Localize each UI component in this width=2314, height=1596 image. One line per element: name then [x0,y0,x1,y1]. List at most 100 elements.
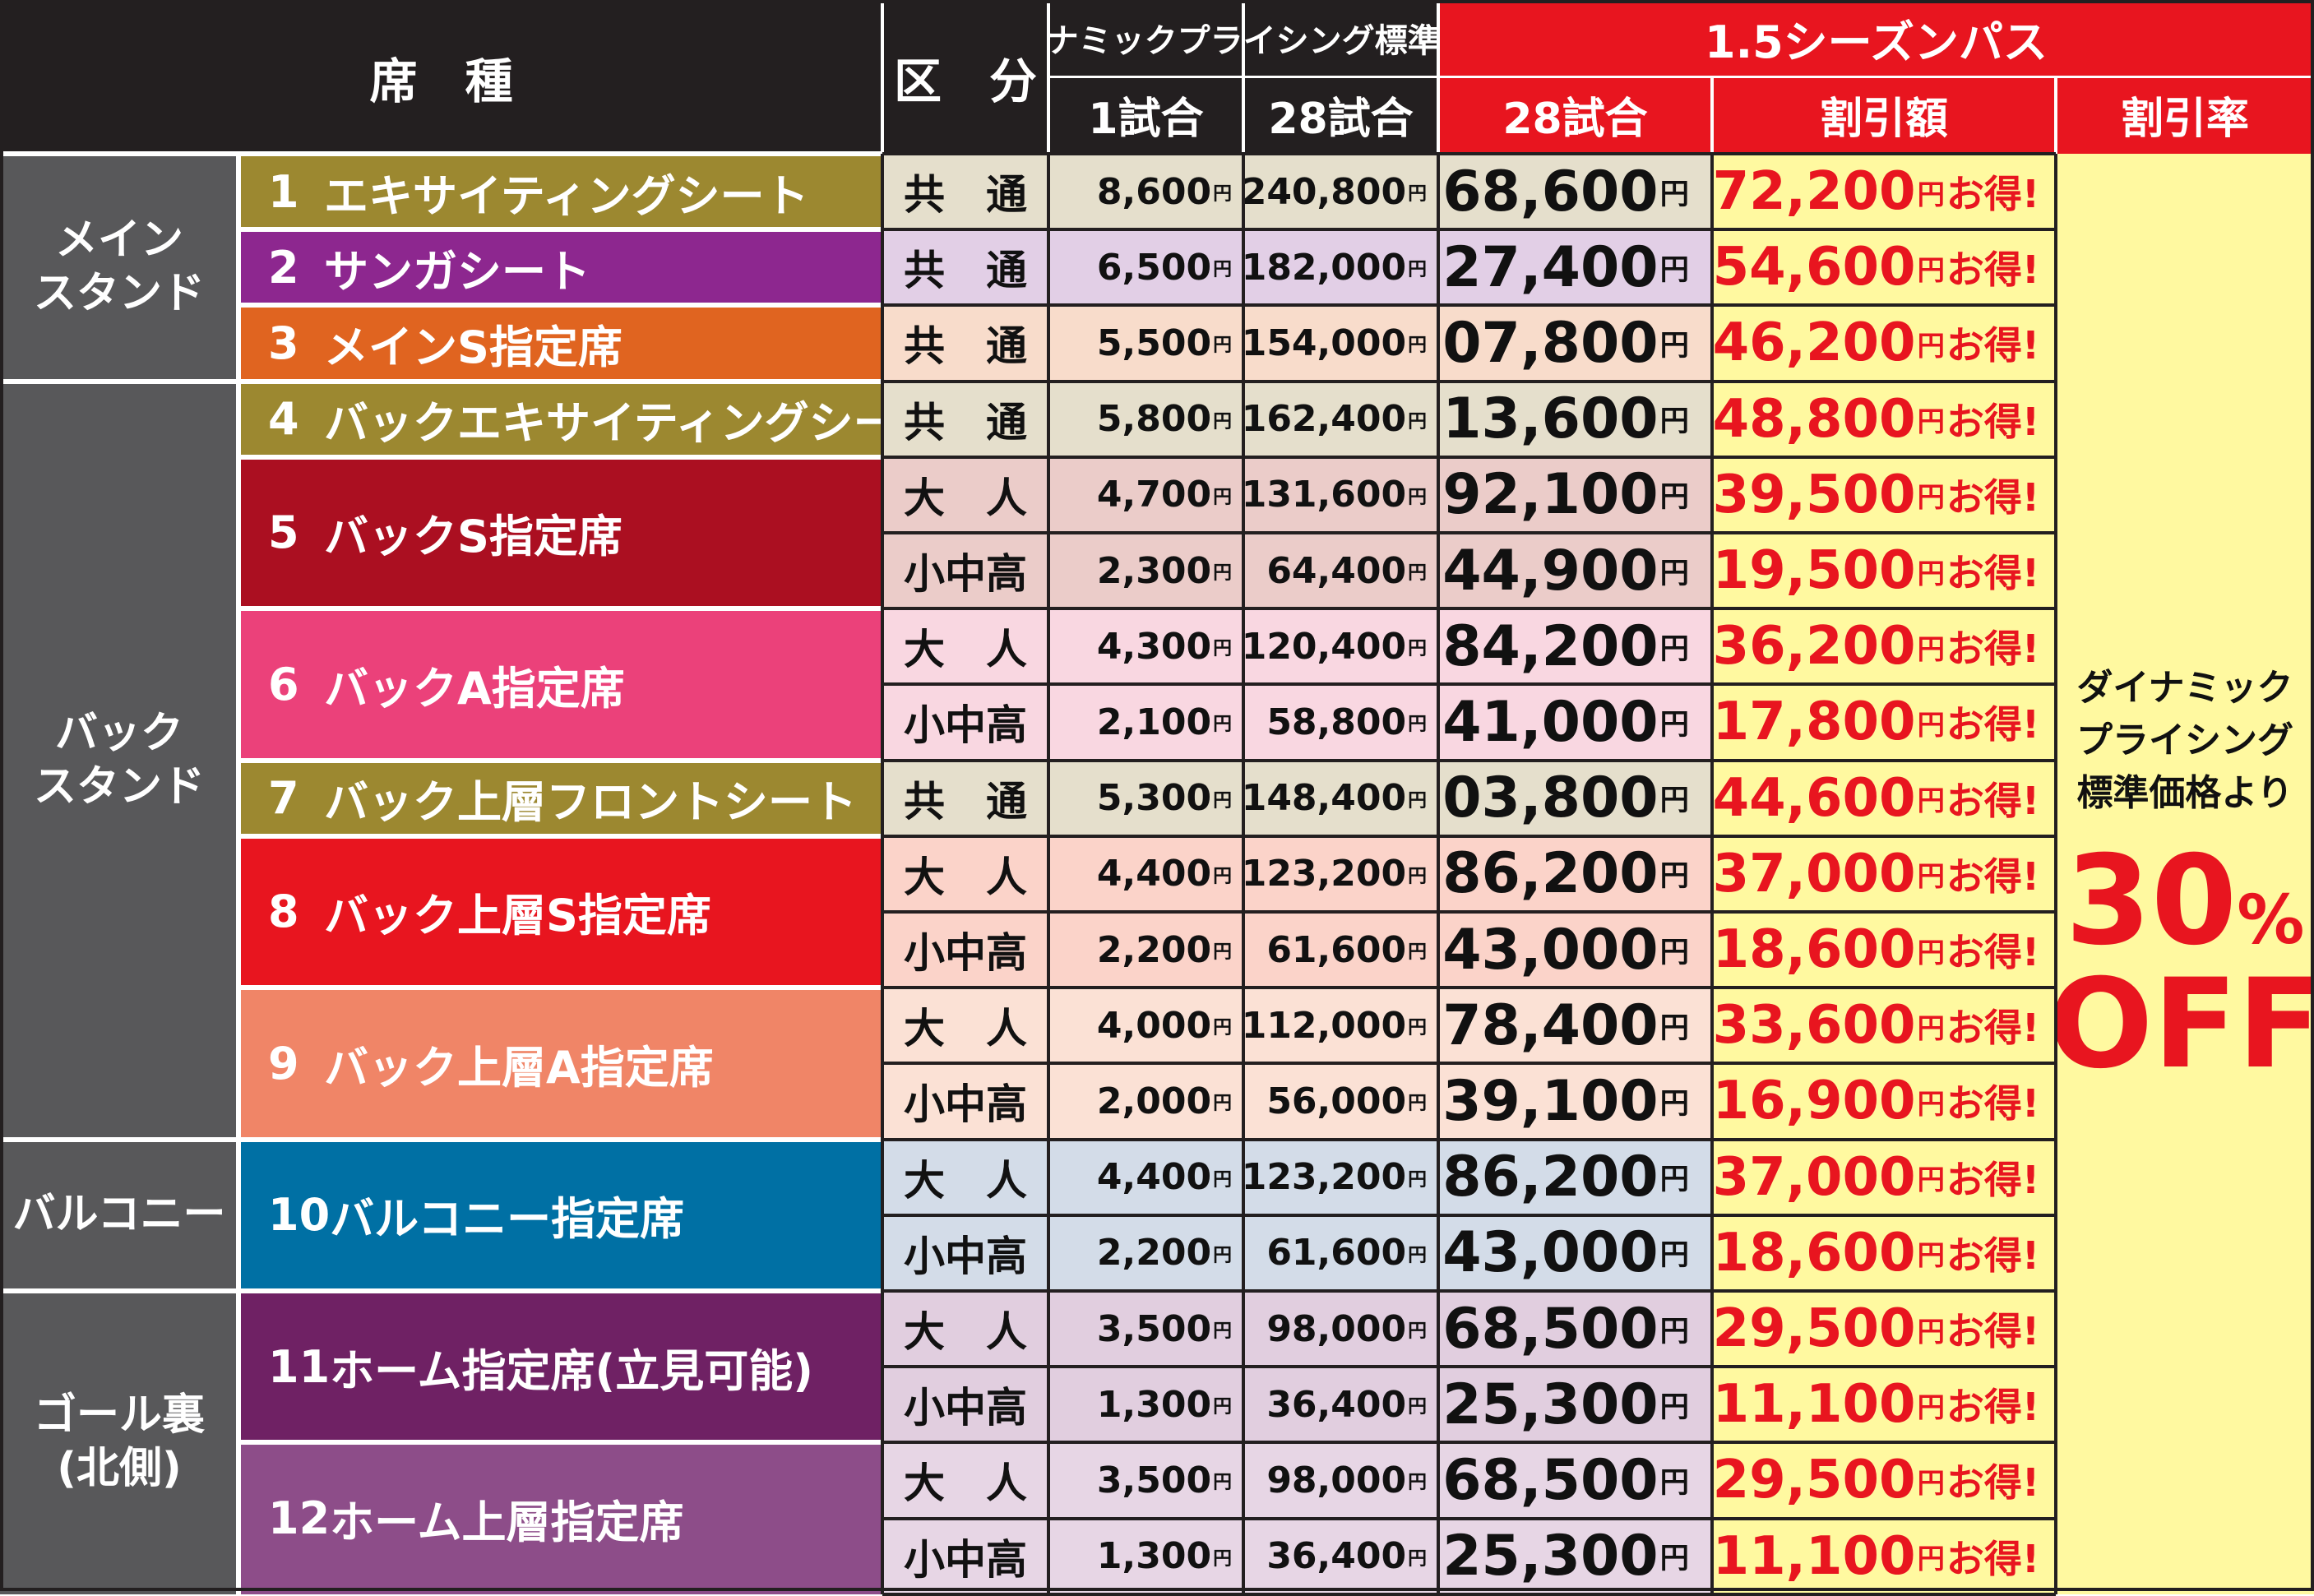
yen-unit: 円 [1659,1465,1689,1500]
row-line [882,607,2056,611]
otoku-label: お得! [1946,1536,2039,1581]
price-value: 92,100 [1442,462,1659,528]
category-cell: 大 人 [882,456,1048,533]
discount-value: 72,200 [1712,161,1916,223]
seat-type-cell: 8 バック上層S指定席 [238,835,882,988]
price-value: 4,000 [1096,1004,1212,1047]
otoku-label: お得! [1946,1233,2039,1278]
discount-amount: 18,600 円お得! [1712,1214,2056,1291]
discount-amount: 11,100 円お得! [1712,1367,2056,1443]
category-label: 大 人 [904,1460,1027,1508]
price-value: 61,600 [1266,1232,1407,1274]
price-value: 58,800 [1266,701,1407,743]
category-cell: 大 人 [882,1139,1048,1215]
price-value: 25,300 [1442,1372,1659,1437]
one-game-price: 2,300 円 [1048,533,1243,609]
row-line [882,910,2056,914]
games28-price: 36,400 円 [1243,1367,1438,1443]
yen-unit: 円 [1659,328,1689,363]
discount-amount: 46,200 円お得! [1712,305,2056,382]
yen-unit: 円 [1659,252,1689,287]
yen-unit: 円 [1917,1390,1945,1423]
price-value: 5,500 [1096,322,1212,364]
price-value: 86,200 [1442,1145,1659,1210]
season-pass-price: 92,100 円 [1438,456,1712,533]
otoku-label: お得! [1946,474,2039,520]
one-game-price: 1,300 円 [1048,1518,1243,1594]
games28-price: 56,000 円 [1243,1063,1438,1140]
otoku-label: お得! [1946,323,2039,368]
area-cell: バック スタンド [0,381,238,1140]
discount-value: 54,600 [1712,237,1916,298]
seat-number: 5 [268,507,299,559]
header-one-game: 1試合 [1048,76,1243,154]
season-pass-price: 41,000 円 [1438,684,1712,761]
price-value: 44,900 [1442,538,1659,604]
price-value: 43,000 [1442,917,1659,983]
column-line [1710,154,1714,1594]
yen-unit: 円 [1659,1011,1689,1045]
area-divider [0,378,238,384]
discount-value: 18,600 [1712,919,1916,981]
category-label: 大 人 [904,853,1027,901]
price-value: 4,400 [1096,853,1212,895]
category-cell: 大 人 [882,988,1048,1064]
price-value: 64,400 [1266,549,1407,592]
yen-unit: 円 [1917,481,1945,514]
season-pass-price: 39,100 円 [1438,1063,1712,1140]
one-game-price: 2,100 円 [1048,684,1243,761]
yen-unit: 円 [1408,1093,1427,1115]
yen-unit: 円 [1408,865,1427,887]
row-line [882,1516,2056,1520]
category-cell: 大 人 [882,608,1048,685]
category-cell: 大 人 [882,835,1048,912]
one-game-price: 4,700 円 [1048,456,1243,533]
games28-price: 240,800 円 [1243,154,1438,230]
season-pass-price: 68,500 円 [1438,1442,1712,1519]
yen-unit: 円 [1917,860,1945,893]
one-game-price: 5,500 円 [1048,305,1243,382]
area-label: バック スタンド [33,708,205,812]
games28-price: 120,400 円 [1243,608,1438,685]
otoku-label: お得! [1946,247,2039,293]
category-cell: 大 人 [882,1291,1048,1367]
row-line [882,379,2056,383]
price-value: 131,600 [1243,474,1407,516]
row-line [882,531,2056,534]
yen-unit: 円 [1408,562,1427,585]
area-divider [0,151,238,156]
discount-value: 29,500 [1712,1450,1916,1511]
category-label: 大 人 [904,626,1027,674]
seat-name: バックS指定席 [324,511,622,563]
header-vline [1047,0,1050,154]
yen-unit: 円 [1408,335,1427,357]
category-label: 共 通 [904,322,1027,371]
price-value: 168,600 [1438,159,1659,224]
yen-unit: 円 [1917,708,1945,741]
season-pass-price: 25,300 円 [1438,1518,1712,1594]
category-cell: 共 通 [882,760,1048,836]
row-line [882,152,2056,155]
seat-type-cell: 1 エキサイティングシート [238,154,882,230]
header-vline [1437,0,1440,154]
season-pass-price: 43,000 円 [1438,1214,1712,1291]
season-pass-price: 44,900 円 [1438,533,1712,609]
price-value: 113,600 [1438,386,1659,452]
games28-price: 131,600 円 [1243,456,1438,533]
category-label: 共 通 [904,777,1027,826]
one-game-price: 4,400 円 [1048,835,1243,912]
seat-divider [238,1136,882,1142]
yen-unit: 円 [1917,405,1945,438]
row-line [882,228,2056,232]
discount-value: 19,500 [1712,540,1916,602]
yen-unit: 円 [1213,1017,1232,1039]
discount-rate-cell: ダイナミック プライシング 標準価格より 30% OFF [2056,154,2314,1594]
discount-amount: 17,800 円お得! [1712,684,2056,761]
yen-unit: 円 [1917,784,1945,817]
category-cell: 小中高 [882,1518,1048,1594]
header-vline [2054,76,2057,154]
yen-unit: 円 [1213,410,1232,433]
one-game-price: 2,200 円 [1048,1214,1243,1291]
discount-value: 29,500 [1712,1298,1916,1360]
